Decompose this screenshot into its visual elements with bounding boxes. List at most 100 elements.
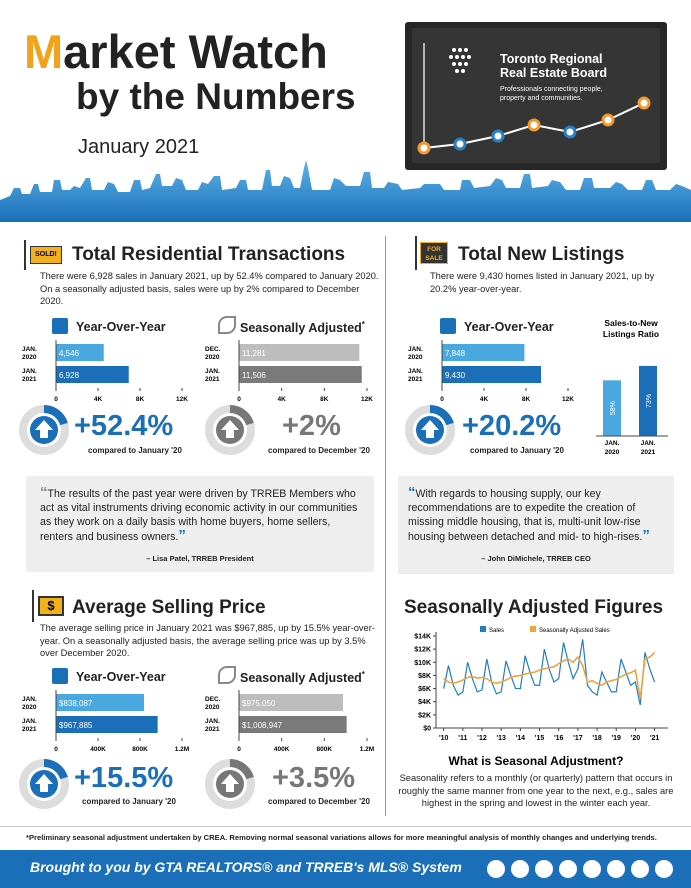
tick-label: 1.2M — [175, 746, 189, 753]
value-label: 7,848 — [445, 349, 466, 358]
bar-label: 2021 — [22, 376, 37, 383]
ring-icon — [405, 405, 455, 455]
rule — [0, 826, 691, 827]
answer: Seasonality refers to a monthly (or quar… — [398, 773, 674, 808]
tick-label: 400K — [274, 746, 290, 753]
compared: compared to January '20 — [82, 797, 176, 806]
tick-label: 800K — [132, 746, 148, 753]
ratio-title: Listings Ratio — [602, 329, 660, 339]
sign: SOLD! — [30, 246, 62, 264]
value-label: 11,281 — [242, 349, 266, 358]
bar — [603, 380, 621, 436]
legend-label: Seasonally Adjusted Sales — [539, 628, 610, 634]
ring-icon — [205, 405, 255, 455]
x-tick-label: '10 — [439, 735, 449, 742]
ring-arc — [229, 405, 254, 426]
bar-label: JAN. — [22, 346, 37, 353]
tick-label: 12K — [562, 396, 574, 403]
ring-icon — [205, 759, 255, 809]
tick-label: 0 — [237, 396, 241, 403]
x-tick-label: '14 — [516, 735, 526, 742]
arrow — [221, 774, 239, 792]
arrow — [35, 774, 53, 792]
tick-label: 0 — [54, 396, 58, 403]
bar-label: DEC. — [205, 696, 221, 703]
chart-title: Year-Over-Year — [76, 320, 166, 334]
bar-label: 2020 — [205, 354, 220, 361]
value-label: 9,430 — [445, 371, 466, 380]
line — [443, 639, 656, 706]
bar — [442, 366, 542, 383]
tick-label: 0 — [440, 396, 444, 403]
leaf-icon — [218, 316, 236, 334]
bar — [639, 365, 657, 436]
chart-title-text: Seasonally Adjusted — [240, 671, 362, 686]
x-tick-label: '12 — [477, 735, 487, 742]
x-tick-label: '16 — [554, 735, 564, 742]
change: +15.5% — [74, 762, 174, 794]
bar — [239, 694, 344, 711]
calendar-icon — [440, 318, 456, 334]
bar — [442, 344, 525, 361]
legend-swatch — [530, 626, 536, 632]
y-tick-label: $4K — [418, 699, 431, 706]
y-tick-label: $0 — [423, 726, 431, 733]
x-tick-label: '21 — [650, 735, 660, 742]
x-tick-label: '13 — [496, 735, 506, 742]
sign: FOR SALE — [420, 242, 448, 264]
section-text: There were 9,430 homes listed in January… — [430, 271, 655, 294]
y-tick-label: $6K — [418, 686, 431, 693]
x-tick-label: '18 — [592, 735, 602, 742]
tick-label: 4K — [94, 396, 103, 403]
quote-source: – Lisa Patel, TRREB President — [146, 554, 254, 563]
bar-label: 2020 — [408, 354, 423, 361]
sign-post — [32, 590, 34, 622]
date: January 2021 — [78, 136, 200, 158]
logo-dots — [449, 48, 471, 73]
bar-label: 2020 — [22, 704, 37, 711]
y-tick-label: $2K — [418, 712, 431, 719]
bar — [56, 716, 158, 733]
tick-label: 1.2M — [360, 746, 374, 753]
tick-label: 4K — [278, 396, 287, 403]
ratio-chart: 58% JAN. 2020 73% JAN. 2021 — [596, 365, 668, 456]
tick-label: 8K — [522, 396, 531, 403]
chart-title-text: Seasonally Adjusted — [240, 321, 362, 336]
x-tick-label: '15 — [535, 735, 545, 742]
tick-label: 0 — [54, 746, 58, 753]
tick-label: 12K — [361, 396, 373, 403]
bar-label: JAN. — [205, 718, 220, 725]
change: +52.4% — [74, 410, 174, 442]
ring-arc — [43, 405, 68, 426]
arrow — [35, 420, 53, 438]
bar-label: 2021 — [22, 726, 37, 733]
bar-label: 2021 — [205, 726, 220, 733]
x-tick-label: '19 — [612, 735, 622, 742]
y-tick-label: $10K — [414, 660, 431, 667]
ring-arc — [43, 759, 68, 780]
sign-post — [415, 236, 417, 270]
legend-swatch — [480, 626, 486, 632]
bar-chart: DEC.2020 11,281 JAN.2021 11,506 0 4K 8K 12K — [205, 340, 373, 403]
board-tagline: property and communities. — [500, 95, 583, 102]
tick-label: 0 — [237, 746, 241, 753]
quote-source: – John DiMichele, TRREB CEO — [481, 554, 591, 563]
value-label: 58% — [610, 401, 617, 415]
ratio-title: Sales-to-New — [604, 318, 658, 328]
bar-label: JAN. — [22, 696, 37, 703]
arrow — [421, 420, 439, 438]
screen-graphic — [417, 43, 651, 155]
x-tick-label: '11 — [458, 735, 467, 742]
line — [443, 651, 656, 699]
quote-box: “The results of the past year were drive… — [26, 476, 374, 572]
bar-label: 2021 — [641, 449, 656, 456]
quote: With regards to housing supply, our key … — [408, 488, 643, 543]
bar-label: DEC. — [205, 346, 221, 353]
bar-label: JAN. — [22, 718, 37, 725]
bar — [239, 344, 360, 361]
board-name: Real Estate Board — [500, 66, 607, 80]
value-label: 73% — [646, 394, 653, 408]
bar-label: 2021 — [408, 376, 423, 383]
